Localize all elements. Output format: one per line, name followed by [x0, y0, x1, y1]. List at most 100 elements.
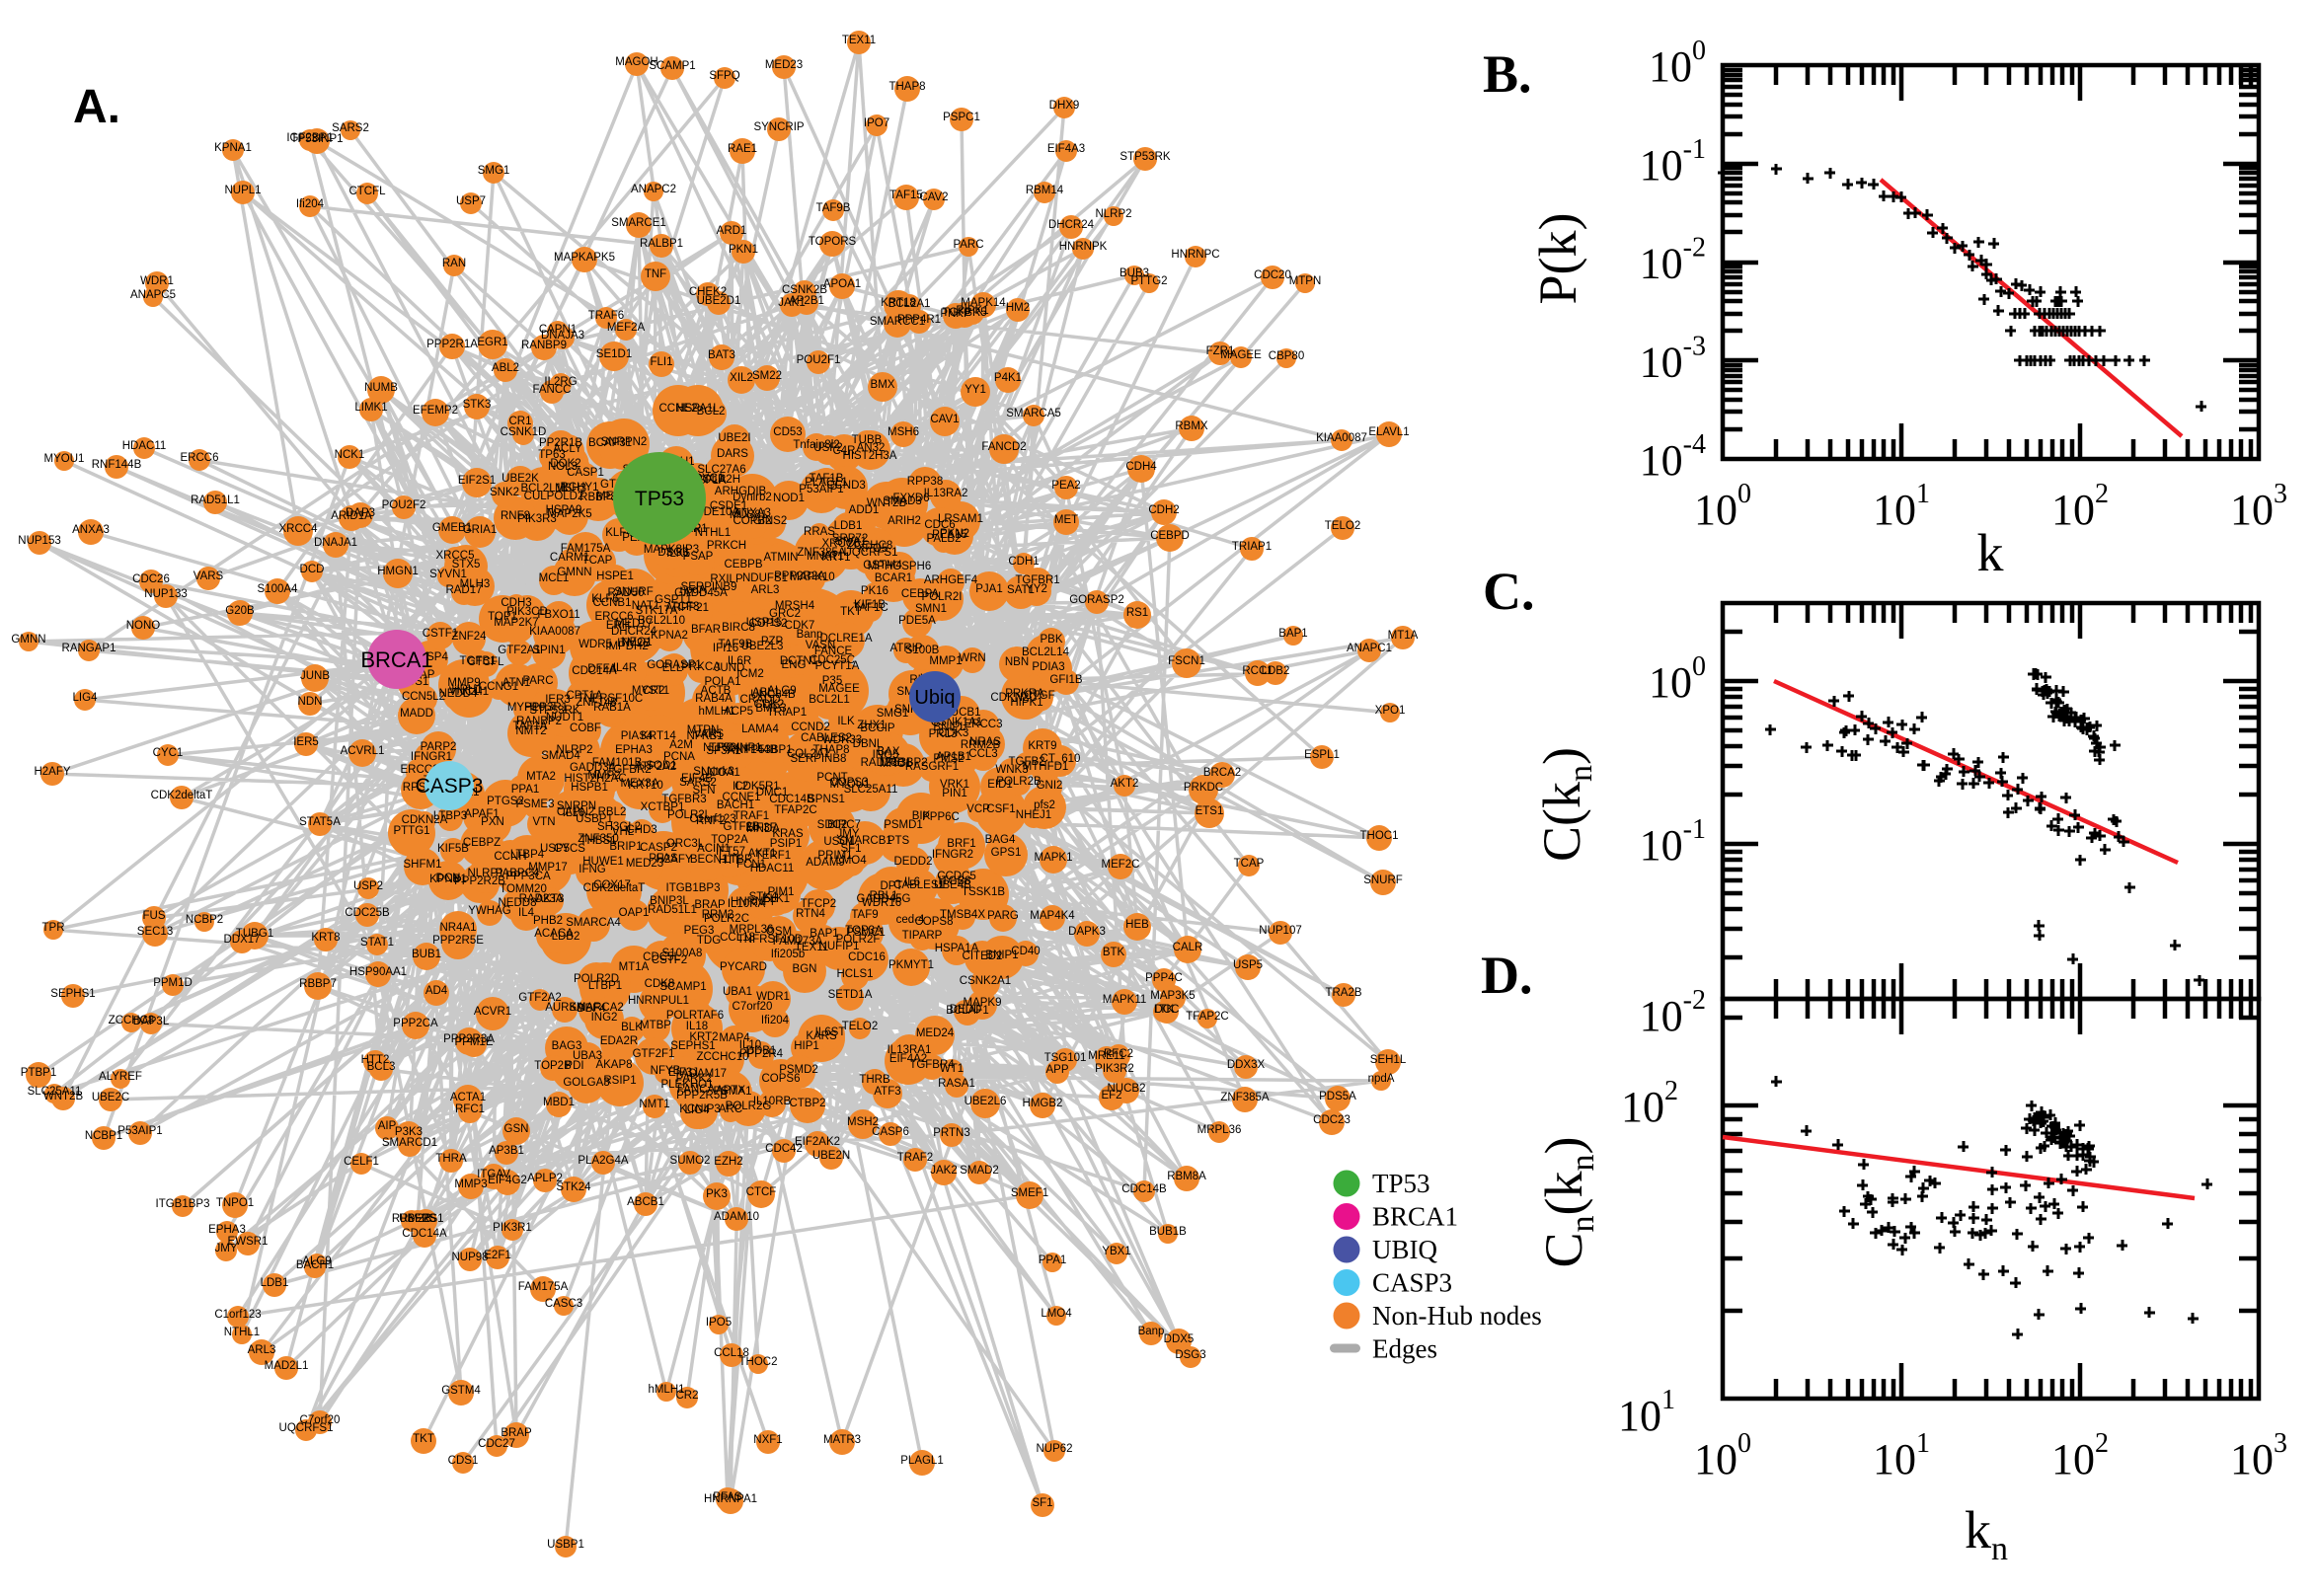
svg-text:ATMIN: ATMIN: [764, 552, 799, 564]
svg-text:CDH2: CDH2: [1148, 504, 1179, 516]
svg-text:Ifi204: Ifi204: [761, 1015, 790, 1026]
svg-text:PDS5A: PDS5A: [1319, 1091, 1356, 1102]
svg-text:KCNIP3: KCNIP3: [679, 1103, 721, 1115]
svg-text:LTBR: LTBR: [725, 854, 753, 866]
svg-text:ERCC3: ERCC3: [965, 719, 1003, 730]
svg-text:CSTF1: CSTF1: [423, 628, 458, 640]
svg-text:MAPKAPK5: MAPKAPK5: [554, 252, 615, 264]
svg-text:TUBB: TUBB: [852, 434, 883, 446]
svg-text:PIK3CD: PIK3CD: [506, 606, 548, 618]
svg-text:HCLS1: HCLS1: [836, 968, 873, 980]
svg-text:EIF3J: EIF3J: [668, 1067, 698, 1079]
svg-text:RASA1: RASA1: [938, 1078, 975, 1090]
svg-text:PSIP1: PSIP1: [770, 838, 803, 850]
svg-text:ZCCHC10: ZCCHC10: [696, 1051, 748, 1063]
svg-text:CDC5L: CDC5L: [643, 951, 680, 963]
svg-text:USP5: USP5: [540, 843, 570, 855]
svg-text:PPP3CA: PPP3CA: [505, 871, 551, 882]
svg-text:SEC13: SEC13: [137, 926, 173, 938]
svg-text:CRADD: CRADD: [740, 694, 781, 706]
svg-text:TAF1B: TAF1B: [810, 473, 844, 485]
svg-text:CR2: CR2: [675, 1390, 698, 1402]
svg-text:IL13RA2: IL13RA2: [924, 488, 968, 499]
svg-text:DEDD: DEDD: [950, 1004, 982, 1016]
svg-text:RBBP7: RBBP7: [299, 978, 337, 990]
svg-text:SMARCD1: SMARCD1: [382, 1137, 437, 1149]
svg-text:C.: C.: [1483, 562, 1535, 621]
svg-text:RRM2B: RRM2B: [392, 1213, 432, 1225]
svg-text:ACP5: ACP5: [724, 706, 753, 718]
svg-text:BCL2L10: BCL2L10: [638, 615, 685, 627]
svg-text:PRL3: PRL3: [929, 728, 958, 740]
svg-text:DBNL: DBNL: [853, 738, 884, 750]
svg-text:PK16: PK16: [861, 585, 888, 597]
svg-text:POU2F2: POU2F2: [382, 499, 426, 511]
svg-text:MLH3: MLH3: [460, 578, 491, 590]
svg-text:MSH2: MSH2: [847, 1116, 879, 1128]
svg-text:BRCA2: BRCA2: [1203, 767, 1241, 779]
svg-text:TGFB1: TGFB1: [459, 655, 496, 667]
svg-text:101: 101: [1873, 1428, 1930, 1483]
svg-text:RS1: RS1: [1126, 607, 1148, 619]
svg-text:BUB1B: BUB1B: [1149, 1226, 1187, 1238]
svg-text:XCTBP1: XCTBP1: [641, 801, 685, 813]
svg-text:BAX: BAX: [877, 746, 899, 758]
svg-text:PPP2R1A: PPP2R1A: [426, 339, 478, 350]
svg-text:CASP3: CASP3: [416, 775, 484, 798]
svg-text:DEDD2: DEDD2: [894, 856, 933, 868]
svg-text:SFN: SFN: [693, 785, 716, 797]
svg-text:JMY: JMY: [837, 828, 860, 840]
svg-text:VNC1I1: VNC1I1: [449, 686, 489, 698]
svg-text:SF3A1: SF3A1: [706, 745, 740, 757]
svg-text:JAK2: JAK2: [930, 1165, 958, 1177]
svg-text:OSM: OSM: [766, 926, 792, 938]
svg-text:PPA1: PPA1: [511, 784, 540, 796]
svg-text:NMT2: NMT2: [515, 725, 546, 737]
svg-text:RSIP1: RSIP1: [603, 1075, 636, 1087]
svg-text:RAB1A: RAB1A: [593, 702, 631, 714]
svg-text:DCC: DCC: [1155, 1004, 1180, 1016]
svg-text:CDC14A: CDC14A: [572, 665, 617, 677]
svg-text:CASP1: CASP1: [567, 467, 604, 479]
svg-text:KPNA2: KPNA2: [651, 630, 688, 642]
svg-text:DCTN1: DCTN1: [780, 655, 817, 667]
svg-text:NMT1: NMT1: [639, 1099, 669, 1110]
svg-text:EIF2AK2: EIF2AK2: [795, 1136, 840, 1148]
svg-text:KIAA0087: KIAA0087: [1316, 432, 1367, 444]
svg-text:102: 102: [1621, 1076, 1678, 1131]
svg-text:TPR: TPR: [42, 922, 65, 934]
svg-text:FAM173A: FAM173A: [773, 936, 823, 948]
svg-text:MT1A: MT1A: [619, 961, 650, 973]
svg-text:APLP2: APLP2: [527, 1173, 563, 1184]
svg-text:BCLAF1: BCLAF1: [946, 1005, 988, 1017]
svg-text:CDH4: CDH4: [1125, 461, 1157, 473]
svg-text:TSSK1B: TSSK1B: [962, 886, 1005, 898]
svg-text:DSG3: DSG3: [657, 547, 688, 559]
svg-text:NUPL1: NUPL1: [224, 185, 261, 196]
svg-text:CDC42: CDC42: [765, 1143, 803, 1155]
svg-text:PPP2R5E: PPP2R5E: [432, 935, 484, 947]
svg-text:101: 101: [1618, 1385, 1675, 1440]
svg-text:ARIH2: ARIH2: [888, 515, 921, 527]
svg-text:LDB1: LDB1: [834, 520, 863, 532]
svg-text:HSPB1: HSPB1: [571, 782, 608, 794]
svg-text:ERCC6: ERCC6: [181, 452, 219, 464]
svg-text:EDA2R: EDA2R: [600, 1035, 638, 1047]
svg-text:USP15: USP15: [746, 617, 782, 629]
svg-text:PPM1E: PPM1E: [455, 1036, 494, 1048]
svg-text:RAE1: RAE1: [728, 143, 757, 155]
svg-text:BRAP: BRAP: [694, 899, 726, 911]
svg-text:SYVN1: SYVN1: [429, 569, 467, 580]
svg-text:MET: MET: [1054, 514, 1078, 526]
svg-text:MAPK14: MAPK14: [961, 297, 1006, 309]
svg-text:pfs2: pfs2: [1034, 799, 1055, 811]
svg-text:GSTM4: GSTM4: [863, 560, 902, 571]
svg-text:LIG4: LIG4: [73, 692, 99, 704]
svg-text:MTA2: MTA2: [526, 771, 556, 783]
svg-text:ARHGDIB: ARHGDIB: [715, 486, 767, 497]
svg-text:RPP38: RPP38: [907, 476, 943, 488]
svg-text:100: 100: [1694, 479, 1751, 534]
svg-text:YY1: YY1: [965, 384, 986, 396]
svg-text:ERH: ERH: [606, 620, 630, 632]
svg-text:NEO1: NEO1: [621, 637, 652, 648]
